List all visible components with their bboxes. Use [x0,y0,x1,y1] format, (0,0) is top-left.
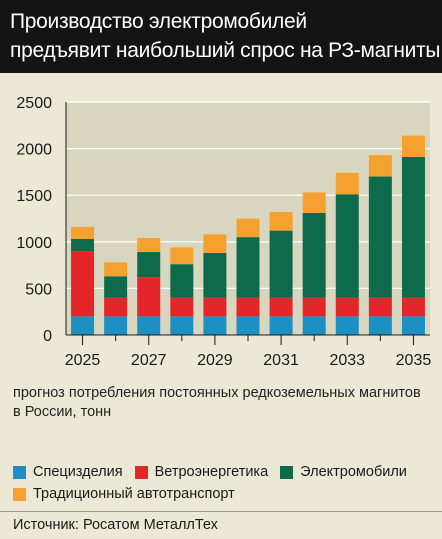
legend-row-1: Специзделия Ветроэнергетика Электромобил… [13,461,438,483]
y-tick-label-500: 500 [25,281,52,298]
bar-segment-ev-2028 [170,264,194,298]
stacked-bar-chart: 0 500 1000 1500 2000 2500 2025 2027 2029 2031 2033… [16,95,432,369]
bar-segment-ev-2025 [71,239,95,252]
legend-swatch-ev [280,465,294,479]
bar-segment-wind-2034 [368,297,392,317]
bar-segment-ev-2029 [203,252,227,298]
legend-item-ev: Электромобили [280,461,407,483]
bar-segment-traditional-2033 [335,172,359,195]
bar-segment-ev-2034 [368,176,392,298]
chart-title-line-2: предъявит наибольший спрос на РЗ-магниты [10,39,441,62]
legend-swatch-wind [134,465,148,479]
bar-segment-wind-2026 [104,297,128,317]
chart-legend: Специзделия Ветроэнергетика Электромобил… [13,461,438,505]
legend-label-traditional: Традиционный автотранспорт [33,486,235,502]
bar-segment-ev-2030 [236,237,260,298]
bar-segment-wind-2035 [401,297,425,317]
x-tick-label-2033: 2033 [329,352,365,369]
x-tick-label-2025: 2025 [65,352,101,369]
bar-segment-traditional-2026 [104,262,128,277]
bar-segment-traditional-2030 [236,218,260,238]
legend-swatch-traditional [13,487,26,501]
y-tick-label-1500: 1500 [16,188,52,205]
bar-segment-wind-2029 [203,297,227,317]
bar-segment-wind-2028 [170,297,194,317]
bar-segment-special-2035 [401,316,425,335]
bar-segment-special-2033 [335,316,359,335]
y-tick-label-2000: 2000 [16,142,52,159]
source-note: Источник: Росатом МеталлТех [13,517,218,533]
bar-segment-traditional-2034 [368,155,392,177]
x-tick-label-2035: 2035 [396,352,432,369]
bar-segment-ev-2035 [401,156,425,298]
bar-segment-wind-2033 [335,297,359,317]
bar-segment-special-2034 [368,316,392,335]
bar-segment-wind-2027 [137,277,161,317]
bar-segment-traditional-2031 [269,211,293,231]
legend-swatch-special [13,465,26,479]
bar-segment-traditional-2029 [203,234,227,253]
chart-caption: прогноз потребления постоянных редкоземе… [13,385,421,420]
bar-segment-special-2025 [71,316,95,335]
bar-segment-wind-2032 [302,297,326,317]
bar-segment-special-2026 [104,316,128,335]
bar-segment-wind-2031 [269,297,293,317]
bar-segment-special-2028 [170,316,194,335]
bar-segment-traditional-2027 [137,238,161,253]
y-tick-label-2500: 2500 [16,95,52,112]
bar-segment-special-2030 [236,316,260,335]
y-tick-label-1000: 1000 [16,235,52,252]
y-tick-label-0: 0 [43,328,52,345]
bar-segment-special-2031 [269,316,293,335]
bar-segment-traditional-2028 [170,247,194,265]
bar-segment-traditional-2035 [401,135,425,157]
legend-label-ev: Электромобили [300,464,407,480]
bar-segment-wind-2030 [236,297,260,317]
bar-segment-special-2029 [203,316,227,335]
bar-segment-ev-2033 [335,194,359,298]
bar-segment-ev-2027 [137,252,161,278]
bar-segment-ev-2026 [104,276,128,298]
legend-item-wind: Ветроэнергетика [134,461,269,483]
legend-row-2: Традиционный автотранспорт [13,483,438,505]
source-divider [0,511,442,512]
legend-label-special: Специзделия [33,464,123,480]
bar-segment-ev-2031 [269,230,293,298]
bar-segment-special-2027 [137,316,161,335]
x-tick-label-2031: 2031 [263,352,299,369]
x-tick-label-2027: 2027 [131,352,167,369]
x-tick-label-2029: 2029 [197,352,233,369]
chart-title-line-1: Производство электромобилей [10,10,307,33]
legend-label-wind: Ветроэнергетика [154,464,269,480]
bar-segment-traditional-2025 [71,226,95,240]
bar-segment-wind-2025 [71,251,95,317]
title-bar: Производство электромобилей предъявит на… [0,0,442,73]
bar-segment-ev-2032 [302,212,326,298]
bar-segment-traditional-2032 [302,192,326,213]
legend-item-special: Специзделия [13,461,123,483]
legend-item-traditional: Традиционный автотранспорт [13,483,235,505]
bar-segment-special-2032 [302,316,326,335]
